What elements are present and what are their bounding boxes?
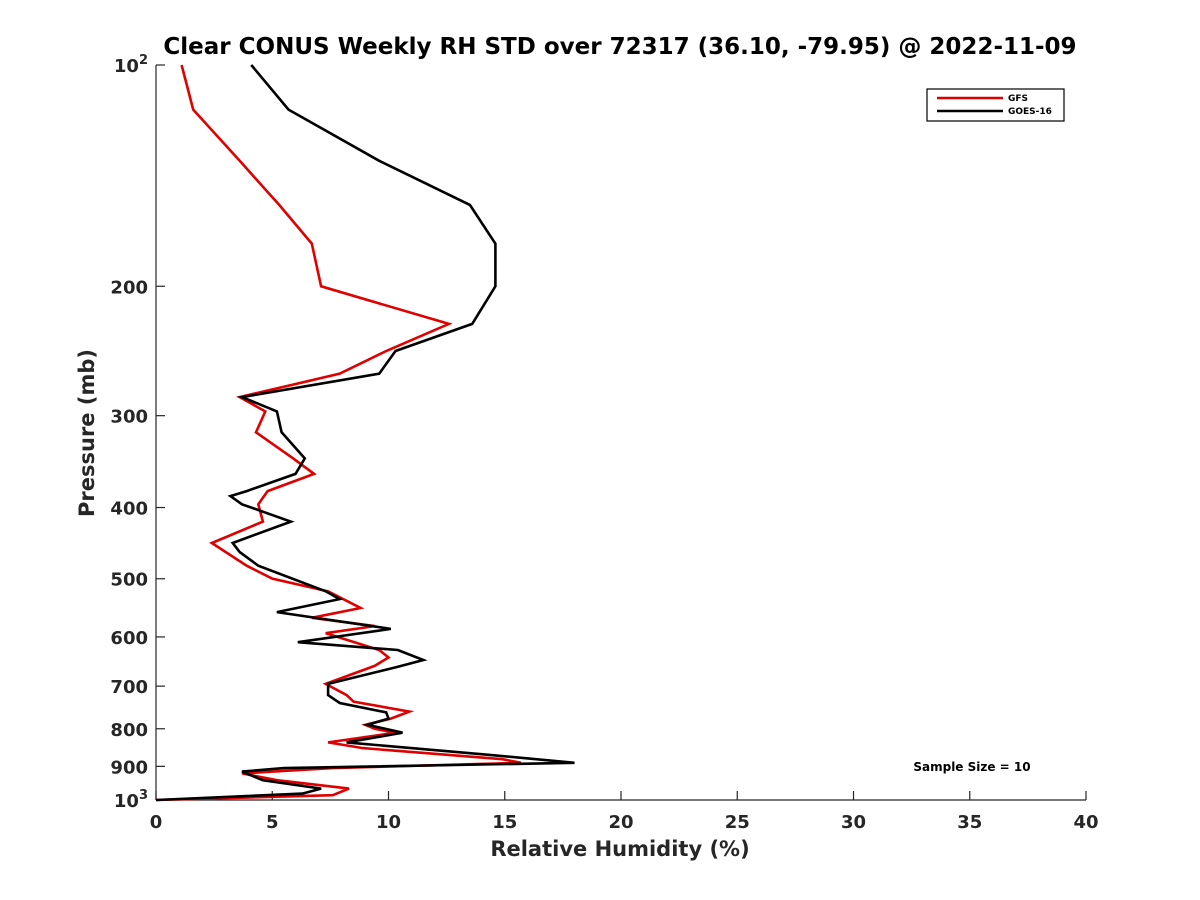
x-tick-label: 35	[957, 812, 982, 833]
x-tick-label: 25	[725, 812, 750, 833]
y-axis-label: Pressure (mb)	[75, 349, 99, 517]
x-tick-label: 0	[150, 812, 163, 833]
y-tick-label: 500	[110, 570, 148, 591]
y-tick-label: 102	[114, 53, 148, 77]
y-tick-label: 800	[110, 720, 148, 741]
legend-label-goes16: GOES-16	[1008, 107, 1052, 117]
y-tick-label: 400	[110, 499, 148, 520]
legend: GFS GOES-16	[926, 88, 1065, 122]
legend-box	[926, 88, 1065, 122]
x-tick-label: 10	[376, 812, 401, 833]
x-tick-label: 15	[492, 812, 517, 833]
x-tick-label: 40	[1073, 812, 1098, 833]
y-tick-label: 200	[110, 277, 148, 298]
x-tick-label: 5	[266, 812, 279, 833]
y-tick-label: 600	[110, 628, 148, 649]
plot-area: 0 5 10 15 20 25 30 35 40 102 200 300 400 500 600 700 800…	[110, 53, 1098, 833]
sample-size-annotation: Sample Size = 10	[913, 760, 1030, 774]
y-tick-label: 103	[114, 788, 148, 812]
y-tick-label: 900	[110, 757, 148, 778]
y-tick-label: 700	[110, 677, 148, 698]
series-line-goes16	[155, 64, 575, 802]
x-tick-label: 30	[841, 812, 866, 833]
legend-label-gfs: GFS	[1008, 94, 1028, 104]
chart-title: Clear CONUS Weekly RH STD over 72317 (36…	[163, 34, 1076, 60]
y-tick-label: 300	[110, 407, 148, 428]
x-tick-label: 20	[608, 812, 633, 833]
x-axis-label: Relative Humidity (%)	[490, 837, 749, 861]
